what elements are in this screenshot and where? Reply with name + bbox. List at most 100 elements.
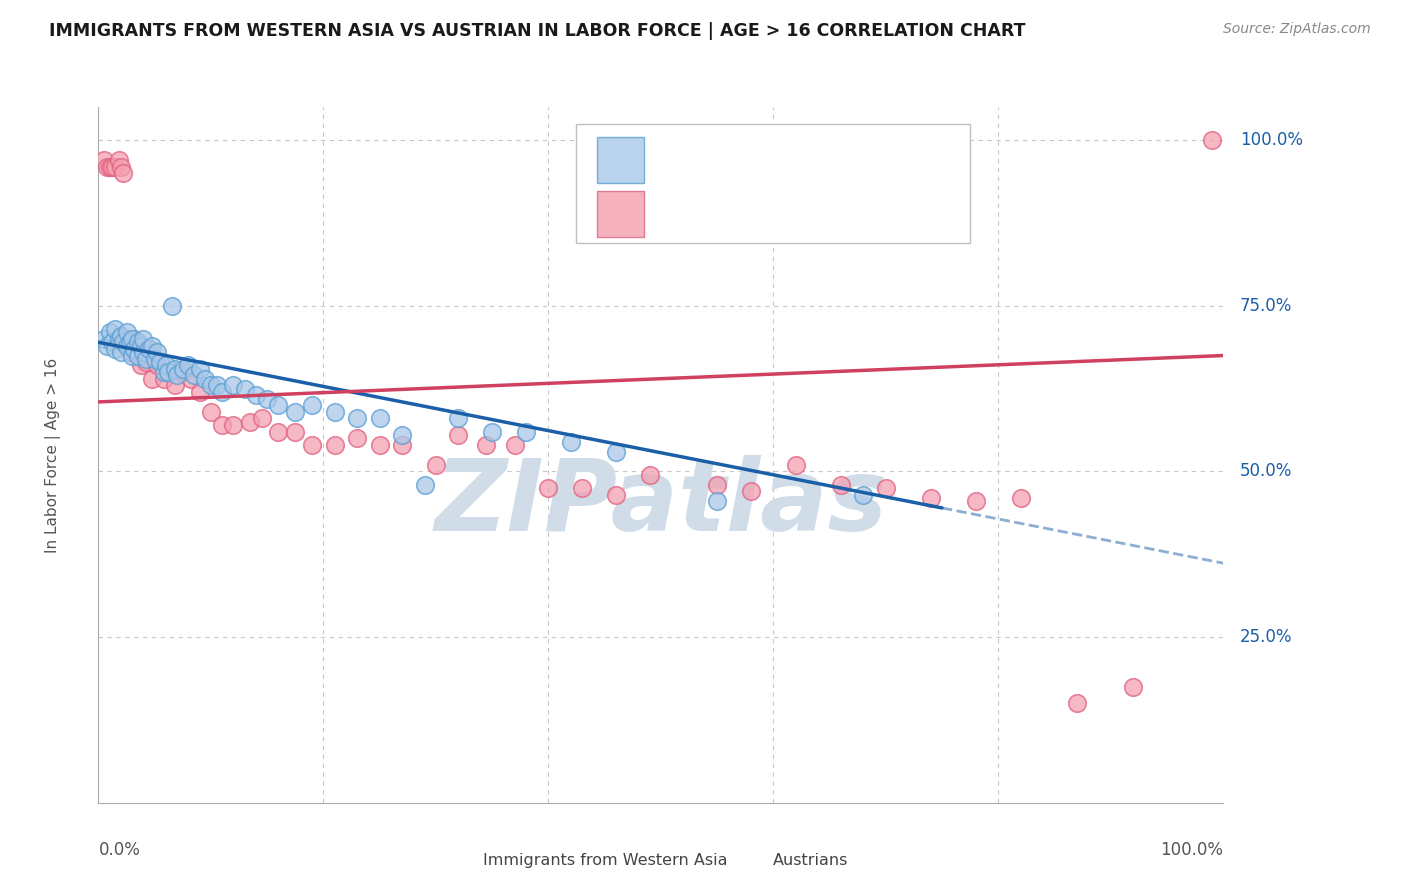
- Text: Source: ZipAtlas.com: Source: ZipAtlas.com: [1223, 22, 1371, 37]
- Point: [138, 342, 160, 356]
- Point: [121, 349, 143, 363]
- Point: [194, 372, 217, 386]
- Point: [284, 425, 307, 439]
- Text: 100.0%: 100.0%: [1160, 841, 1223, 859]
- Text: IMMIGRANTS FROM WESTERN ASIA VS AUSTRIAN IN LABOR FORCE | AGE > 16 CORRELATION C: IMMIGRANTS FROM WESTERN ASIA VS AUSTRIAN…: [49, 22, 1026, 40]
- Point: [481, 425, 503, 439]
- Point: [152, 372, 174, 386]
- Point: [115, 332, 138, 346]
- Text: 0.092: 0.092: [723, 202, 779, 220]
- Point: [183, 368, 205, 383]
- Text: R =: R =: [655, 153, 695, 170]
- Point: [205, 378, 228, 392]
- Point: [112, 166, 135, 180]
- Text: Immigrants from Western Asia: Immigrants from Western Asia: [484, 853, 727, 868]
- Point: [135, 355, 157, 369]
- Point: [1122, 680, 1144, 694]
- Text: 55: 55: [886, 202, 911, 220]
- Point: [368, 438, 391, 452]
- Point: [200, 378, 222, 392]
- Point: [104, 322, 127, 336]
- Point: [233, 382, 256, 396]
- Point: [155, 359, 177, 373]
- Point: [172, 361, 194, 376]
- Point: [447, 411, 470, 425]
- Point: [740, 484, 762, 499]
- Point: [180, 372, 202, 386]
- Text: 60: 60: [886, 153, 911, 170]
- Point: [110, 160, 132, 174]
- FancyBboxPatch shape: [725, 846, 765, 876]
- Point: [475, 438, 498, 452]
- Point: [96, 160, 118, 174]
- Point: [115, 338, 138, 352]
- Point: [537, 481, 560, 495]
- Point: [245, 388, 267, 402]
- Point: [146, 359, 169, 373]
- Point: [250, 411, 273, 425]
- Text: In Labor Force | Age > 16: In Labor Force | Age > 16: [45, 358, 62, 552]
- Point: [127, 335, 149, 350]
- Point: [605, 488, 627, 502]
- Point: [112, 335, 135, 350]
- Point: [132, 345, 155, 359]
- Point: [965, 494, 987, 508]
- FancyBboxPatch shape: [596, 192, 644, 237]
- Text: Austrians: Austrians: [773, 853, 849, 868]
- Point: [98, 326, 121, 340]
- Point: [852, 488, 875, 502]
- Point: [706, 494, 728, 508]
- Point: [284, 405, 307, 419]
- Point: [785, 458, 807, 472]
- Point: [127, 349, 149, 363]
- Point: [200, 405, 222, 419]
- Point: [1201, 133, 1223, 147]
- Point: [222, 378, 245, 392]
- Point: [129, 359, 152, 373]
- Point: [93, 153, 115, 167]
- Point: [638, 467, 661, 482]
- Point: [875, 481, 897, 495]
- Point: [146, 345, 169, 359]
- Point: [115, 326, 138, 340]
- Point: [301, 398, 323, 412]
- Point: [267, 425, 290, 439]
- Text: 75.0%: 75.0%: [1240, 297, 1292, 315]
- FancyBboxPatch shape: [596, 136, 644, 183]
- Point: [107, 153, 129, 167]
- Point: [346, 431, 368, 445]
- Point: [346, 411, 368, 425]
- Text: 50.0%: 50.0%: [1240, 462, 1292, 481]
- Text: -0.659: -0.659: [723, 153, 787, 170]
- Point: [118, 345, 141, 359]
- Text: 25.0%: 25.0%: [1240, 628, 1292, 646]
- Text: N =: N =: [824, 202, 863, 220]
- Point: [121, 332, 143, 346]
- Point: [157, 365, 180, 379]
- Point: [110, 345, 132, 359]
- Point: [177, 359, 200, 373]
- Point: [124, 332, 146, 346]
- Text: N =: N =: [824, 153, 863, 170]
- Point: [239, 415, 262, 429]
- Point: [104, 160, 127, 174]
- Point: [149, 355, 172, 369]
- Point: [135, 351, 157, 366]
- Point: [93, 332, 115, 346]
- Point: [391, 438, 413, 452]
- Point: [96, 338, 118, 352]
- Point: [132, 332, 155, 346]
- Point: [605, 444, 627, 458]
- Point: [222, 418, 245, 433]
- Point: [107, 332, 129, 346]
- Point: [141, 372, 163, 386]
- Point: [141, 338, 163, 352]
- Point: [127, 345, 149, 359]
- Point: [121, 338, 143, 352]
- Point: [323, 438, 346, 452]
- Point: [211, 384, 233, 399]
- Point: [188, 384, 211, 399]
- Point: [129, 338, 152, 352]
- Text: ZIPatlas: ZIPatlas: [434, 455, 887, 552]
- Point: [706, 477, 728, 491]
